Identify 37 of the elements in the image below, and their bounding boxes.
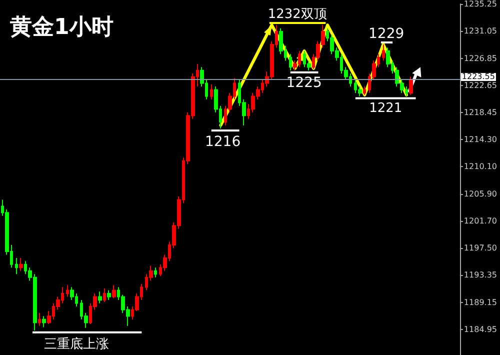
y-tick-label: 1235.25 [464,0,498,8]
y-tick-label: 1184.95 [464,324,498,334]
annotation: 三重底上涨 [44,336,110,354]
candlestick [15,257,18,275]
y-tick-label: 1214.30 [464,135,498,144]
candlestick [98,291,102,304]
ref-line-label: 1223.55 [460,72,496,81]
annotation: 1216 [204,134,241,150]
candlestick [210,84,213,100]
y-tick-label: 1193.35 [464,270,498,280]
candlestick [289,54,292,71]
annotation: 1225 [286,75,322,92]
candlestick [66,284,69,298]
candlestick [112,284,116,299]
candlestick [154,267,157,278]
annotation: 1221 [369,101,402,116]
y-tick-label: 1222.65 [464,81,498,90]
candlestick [107,290,111,301]
y-tick-label: 1231.05 [464,26,498,36]
candlestick [382,44,385,62]
y-tick-label: 1218.45 [464,108,498,118]
candlestick [363,86,366,96]
candlestick [19,257,23,272]
candlestick [103,288,106,302]
candlestick [38,312,41,326]
y-tick-label: 1201.70 [464,216,498,226]
annotation: 1229 [368,26,404,42]
y-tick-label: 1226.85 [464,54,498,63]
text: 黄金1小时 [10,14,114,42]
candlestick [409,76,413,96]
y-tick-label: 1197.50 [464,244,498,253]
line-series [219,24,408,127]
annotation: 1232双顶 [268,6,327,24]
y-tick-label: 1189.15 [464,298,498,307]
y-tick-label: 1210.10 [464,162,498,172]
y-tick-label: 1205.90 [464,189,498,198]
candlestick [42,316,46,328]
